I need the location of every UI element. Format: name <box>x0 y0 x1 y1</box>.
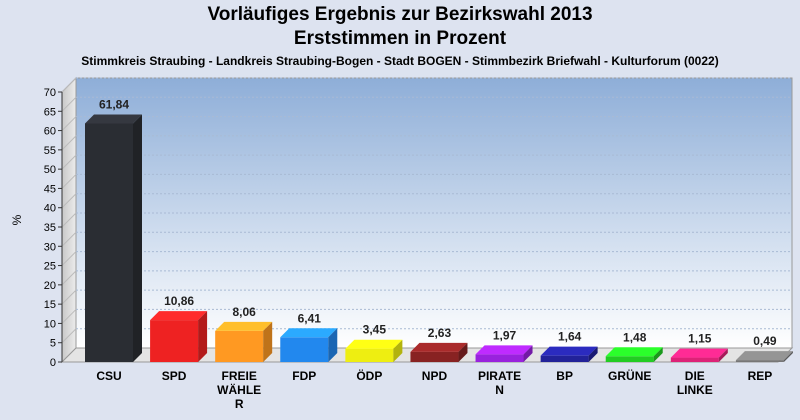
gridline-side <box>61 212 77 228</box>
bar-side <box>328 328 338 362</box>
gridline-side <box>61 135 77 151</box>
bar-side <box>198 311 208 362</box>
bar-rep <box>735 360 784 362</box>
gridline-side <box>61 193 77 209</box>
data-label: 1,15 <box>688 332 712 346</box>
y-tick-label: 20 <box>44 280 56 292</box>
bar-side <box>718 348 728 362</box>
chart-subtitle: Erststimmen in Prozent <box>293 28 507 49</box>
data-label: 10,86 <box>164 294 194 308</box>
gridline-side <box>61 96 77 112</box>
bar-side <box>393 339 403 362</box>
bar-spd <box>150 320 199 362</box>
y-tick-label: 50 <box>44 164 56 176</box>
x-tick-label: N <box>495 383 504 397</box>
x-tick-label: WÄHLE <box>217 382 261 397</box>
gridline-side <box>61 328 77 344</box>
y-tick-label: 25 <box>44 261 56 273</box>
y-tick-label: 35 <box>44 222 56 234</box>
y-tick-label: 45 <box>44 183 56 195</box>
bar-bp <box>540 355 589 362</box>
y-tick-label: 70 <box>44 87 56 99</box>
data-label: 1,48 <box>623 330 647 344</box>
gridline-side <box>61 231 77 247</box>
x-tick-label: DIE <box>685 369 705 383</box>
x-tick-label: NPD <box>422 369 448 383</box>
bar-freie-wähler <box>215 330 264 362</box>
bar-piraten <box>475 354 524 362</box>
x-tick-label: REP <box>748 369 773 383</box>
bar-fdp <box>280 337 329 362</box>
gridline-side <box>61 251 77 266</box>
bar-csu <box>85 123 133 362</box>
x-tick-label: SPD <box>162 369 187 383</box>
y-tick-label: 60 <box>44 126 56 138</box>
gridline-side <box>61 154 77 170</box>
data-label: 2,63 <box>428 326 452 340</box>
gridline-side <box>61 174 77 189</box>
data-label: 6,41 <box>298 311 322 325</box>
data-label: 0,49 <box>753 334 777 348</box>
x-tick-label: LINKE <box>677 383 713 397</box>
y-tick-label: 55 <box>44 145 56 157</box>
x-tick-label: GRÜNE <box>608 368 651 383</box>
bar-side <box>523 345 533 362</box>
bar-die-linke <box>670 357 719 362</box>
bar-top <box>670 348 728 358</box>
x-tick-label: FDP <box>292 369 316 383</box>
bar-top <box>475 345 533 355</box>
data-label: 1,64 <box>558 330 582 344</box>
bar-top <box>410 342 468 352</box>
y-tick-label: 15 <box>44 299 56 311</box>
bar-top <box>605 347 663 357</box>
data-label: 1,97 <box>493 328 517 342</box>
x-tick-label: ÖDP <box>356 368 382 383</box>
bar-side <box>133 114 142 362</box>
data-label: 8,06 <box>233 305 257 319</box>
x-tick-label: BP <box>556 369 573 383</box>
y-axis-label: % <box>10 214 24 225</box>
gridline-side <box>61 77 77 93</box>
x-tick-label: FREIE <box>222 369 257 383</box>
bar-top <box>150 311 208 321</box>
y-tick-label: 40 <box>44 203 56 215</box>
bar-side <box>588 346 598 362</box>
bar-top <box>280 328 338 338</box>
bar-top <box>345 339 403 349</box>
bar-ödp <box>345 348 394 362</box>
bar-top <box>85 114 142 124</box>
bar-side <box>653 347 663 362</box>
bar-top <box>735 351 793 361</box>
bar-top <box>540 346 598 356</box>
bar-npd <box>410 351 459 362</box>
x-tick-label: CSU <box>96 369 121 383</box>
gridline-side <box>61 270 77 286</box>
y-tick-label: 30 <box>44 241 56 253</box>
bar-side <box>783 351 793 362</box>
y-tick-label: 65 <box>44 106 56 118</box>
x-tick-label: R <box>235 397 244 411</box>
chart-title: Vorläufiges Ergebnis zur Bezirkswahl 201… <box>207 4 593 25</box>
bar-grüne <box>605 356 654 362</box>
data-label: 3,45 <box>363 323 387 337</box>
chart-caption: Stimmkreis Straubing - Landkreis Straubi… <box>81 54 719 68</box>
bar-side <box>263 321 273 362</box>
y-tick-label: 5 <box>50 338 56 350</box>
x-tick-label: PIRATE <box>478 369 521 383</box>
y-tick-label: 0 <box>50 357 56 369</box>
gridline-side <box>61 116 77 131</box>
data-label: 61,84 <box>99 97 129 111</box>
gridline-side <box>61 309 77 324</box>
y-tick-label: 10 <box>44 318 56 330</box>
gridline-side <box>61 289 77 305</box>
bar-side <box>458 342 468 362</box>
bar-top <box>215 321 273 331</box>
